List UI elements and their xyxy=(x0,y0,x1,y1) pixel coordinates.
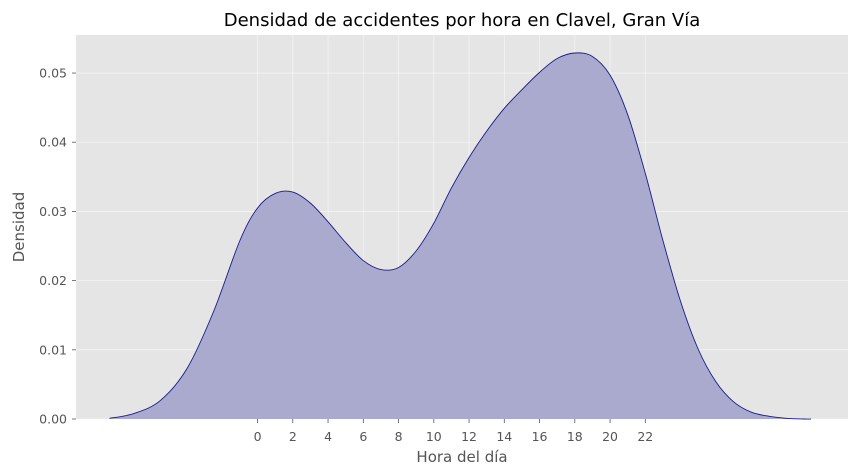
x-tick-label: 2 xyxy=(289,429,297,444)
y-axis-label: Densidad xyxy=(10,192,28,263)
x-tick-label: 6 xyxy=(359,429,367,444)
y-axis: 0.00 0.01 0.02 0.03 0.04 0.05 xyxy=(39,66,76,427)
series-layer xyxy=(109,52,811,420)
x-tick-label: 14 xyxy=(496,429,512,444)
x-tick-label: 12 xyxy=(461,429,477,444)
y-tick-label: 0.03 xyxy=(39,204,67,219)
y-tick-label: 0.02 xyxy=(39,273,67,288)
y-tick-label: 0.01 xyxy=(39,342,67,357)
x-tick-label: 4 xyxy=(324,429,332,444)
x-tick-label: 0 xyxy=(254,429,262,444)
x-axis: 0 2 4 6 8 10 12 14 16 18 20 22 xyxy=(254,419,653,444)
density-area xyxy=(109,52,811,420)
x-tick-label: 16 xyxy=(532,429,548,444)
x-axis-label: Hora del día xyxy=(416,448,507,466)
x-tick-label: 18 xyxy=(567,429,583,444)
x-tick-label: 20 xyxy=(602,429,618,444)
x-tick-label: 10 xyxy=(426,429,442,444)
chart-title: Densidad de accidentes por hora en Clave… xyxy=(224,10,700,31)
y-tick-label: 0.04 xyxy=(39,135,67,150)
y-tick-label: 0.00 xyxy=(39,412,67,427)
x-tick-label: 22 xyxy=(637,429,653,444)
x-tick-label: 8 xyxy=(395,429,403,444)
density-line xyxy=(109,52,811,420)
y-tick-label: 0.05 xyxy=(39,66,67,81)
